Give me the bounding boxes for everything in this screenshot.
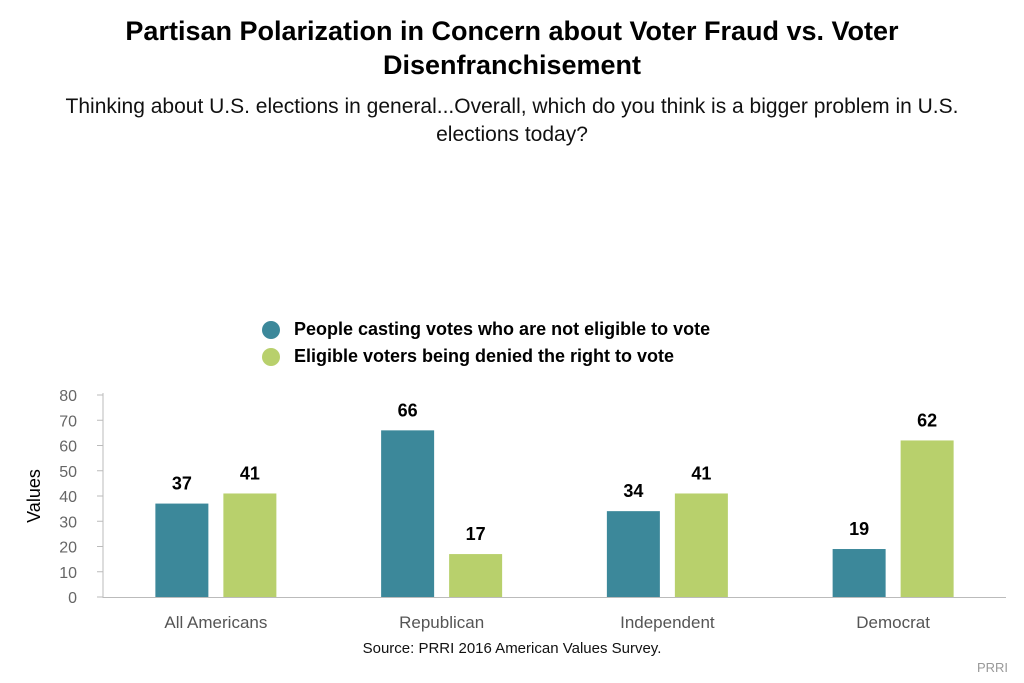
x-tick-label: All Americans	[164, 613, 267, 632]
bar-ineligible-all-americans	[155, 503, 209, 597]
bar-denied-independent	[674, 493, 728, 597]
bar-denied-all-americans	[223, 493, 277, 597]
bar-ineligible-democrat	[832, 549, 886, 597]
legend-item-ineligible-voters[interactable]: People casting votes who are not eligibl…	[262, 316, 710, 343]
legend-dot-ineligible-voters	[262, 320, 280, 339]
y-tick-label: 0	[68, 590, 77, 607]
legend-label-ineligible-voters: People casting votes who are not eligibl…	[294, 319, 711, 339]
bar-ineligible-republican	[381, 430, 435, 597]
y-tick-label: 30	[59, 514, 77, 531]
y-tick-label: 70	[59, 413, 77, 430]
x-tick-label: Independent	[620, 613, 715, 632]
y-tick-label: 10	[59, 565, 77, 582]
data-label: 37	[172, 474, 192, 494]
legend-item-denied-voters[interactable]: Eligible voters being denied the right t…	[262, 343, 710, 370]
bar-denied-republican	[449, 554, 503, 597]
legend-label-denied-voters: Eligible voters being denied the right t…	[294, 346, 675, 366]
data-label: 41	[691, 463, 711, 483]
legend: People casting votes who are not eligibl…	[262, 316, 710, 370]
y-tick-label: 20	[59, 540, 77, 557]
data-label: 41	[240, 463, 260, 483]
bar-denied-democrat	[900, 440, 954, 597]
credit-text: PRRI	[976, 660, 1008, 675]
data-label: 19	[849, 519, 869, 539]
data-label: 17	[466, 524, 486, 544]
chart-title: Partisan Polarization in Concern about V…	[125, 16, 899, 80]
bar-ineligible-independent	[606, 511, 660, 597]
source-note: Source: PRRI 2016 American Values Survey…	[362, 640, 662, 657]
x-tick-label: Republican	[399, 613, 484, 632]
data-label: 34	[623, 481, 643, 501]
chart-subtitle: Thinking about U.S. elections in general…	[65, 95, 959, 146]
legend-dot-denied-voters	[262, 347, 280, 366]
data-label: 62	[917, 410, 937, 430]
y-tick-label: 60	[59, 439, 77, 456]
x-tick-label: Democrat	[856, 613, 930, 632]
y-tick-label: 40	[59, 489, 77, 506]
data-label: 66	[398, 400, 418, 420]
y-tick-label: 50	[59, 464, 77, 481]
y-tick-label: 80	[59, 388, 77, 405]
y-axis-title: Values	[24, 469, 44, 523]
